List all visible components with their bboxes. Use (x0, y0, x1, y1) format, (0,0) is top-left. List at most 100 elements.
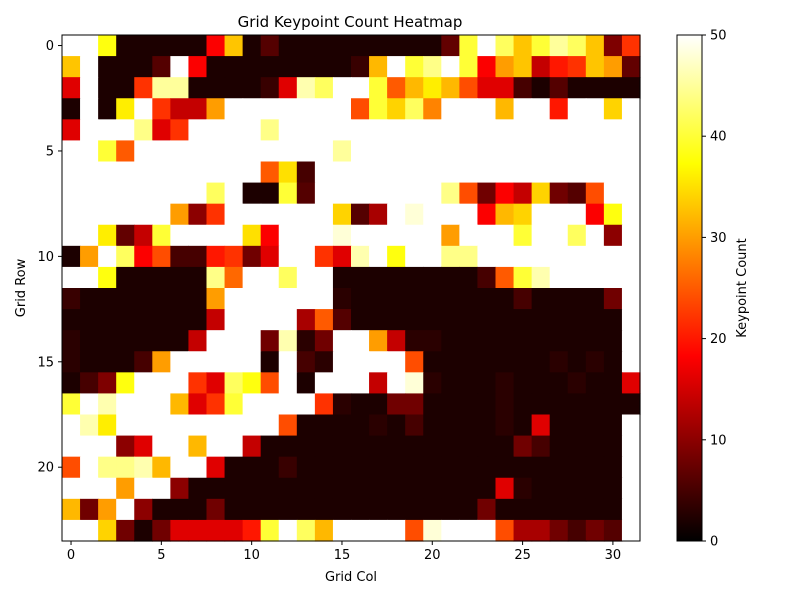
heatmap-cell (314, 245, 334, 268)
heatmap-cell (332, 456, 352, 479)
heatmap-cell (62, 372, 81, 395)
heatmap-cell (80, 309, 99, 331)
heatmap-cell (621, 98, 641, 120)
heatmap-cell (513, 77, 533, 99)
heatmap-cell (369, 56, 388, 78)
heatmap-cells (62, 35, 641, 542)
heatmap-cell (441, 309, 460, 331)
heatmap-cell (80, 435, 99, 458)
heatmap-cell (405, 393, 424, 416)
heatmap-cell (98, 351, 117, 373)
heatmap-cell (585, 309, 605, 331)
heatmap-cell (170, 435, 190, 458)
heatmap-cell (513, 393, 533, 416)
heatmap-cell (405, 435, 424, 458)
heatmap-cell (80, 77, 99, 99)
heatmap-cell (477, 414, 497, 437)
heatmap-cell (369, 519, 388, 542)
heatmap-cell (423, 245, 442, 268)
heatmap-cell (477, 224, 497, 247)
heatmap-cell (441, 77, 460, 99)
heatmap-cell (495, 309, 515, 331)
heatmap-cell (405, 98, 424, 120)
heatmap-cell (423, 98, 442, 120)
heatmap-cell (405, 203, 424, 226)
heatmap-cell (477, 351, 497, 373)
heatmap-cell (152, 435, 171, 458)
heatmap-cell (495, 477, 515, 500)
heatmap-cell (242, 161, 262, 184)
heatmap-cell (260, 288, 280, 310)
heatmap-cell (152, 224, 171, 247)
heatmap-cell (405, 414, 424, 437)
heatmap-cell (405, 498, 424, 521)
heatmap-cell (206, 435, 226, 458)
heatmap-cell (369, 414, 388, 437)
heatmap-cell (423, 56, 442, 78)
heatmap-cell (170, 245, 190, 268)
heatmap-cell (260, 266, 280, 289)
heatmap-cell (441, 35, 460, 57)
heatmap-cell (477, 477, 497, 500)
heatmap-cell (80, 330, 99, 352)
heatmap-cell (134, 498, 153, 521)
heatmap-cell (80, 266, 99, 289)
heatmap-cell (80, 119, 99, 142)
heatmap-cell (549, 498, 569, 521)
heatmap-cell (459, 309, 479, 331)
heatmap-cell (423, 309, 442, 331)
heatmap-cell (170, 56, 190, 78)
heatmap-cell (567, 351, 587, 373)
heatmap-cell (62, 456, 81, 479)
heatmap-cell (441, 372, 460, 395)
colorbar-tick-label: 30 (710, 231, 727, 246)
heatmap-cell (387, 140, 406, 163)
heatmap-cell (296, 224, 316, 247)
heatmap-cell (152, 414, 171, 437)
heatmap-cell (531, 161, 551, 184)
heatmap-cell (585, 245, 605, 268)
x-axis-title: Grid Col (325, 570, 377, 585)
heatmap-cell (549, 140, 569, 163)
heatmap-cell (170, 372, 190, 395)
heatmap-cell (585, 98, 605, 120)
heatmap-cell (278, 56, 298, 78)
heatmap-cell (603, 435, 623, 458)
heatmap-cell (98, 330, 117, 352)
heatmap-cell (242, 119, 262, 142)
heatmap-cell (531, 119, 551, 142)
heatmap-cell (188, 456, 208, 479)
heatmap-cell (369, 393, 388, 416)
heatmap-cell (98, 35, 117, 57)
heatmap-cell (98, 140, 117, 163)
heatmap-cell (567, 288, 587, 310)
heatmap-cell (495, 435, 515, 458)
heatmap-cell (495, 224, 515, 247)
heatmap-cell (477, 393, 497, 416)
heatmap-cell (80, 182, 99, 205)
heatmap-cell (242, 203, 262, 226)
heatmap-cell (585, 330, 605, 352)
heatmap-cell (423, 77, 442, 99)
heatmap-cell (387, 56, 406, 78)
heatmap-cell (603, 119, 623, 142)
heatmap-cell (314, 224, 334, 247)
heatmap-cell (603, 498, 623, 521)
heatmap-cell (296, 288, 316, 310)
heatmap-cell (405, 351, 424, 373)
y-tick-label: 0 (46, 39, 54, 54)
heatmap-cell (351, 224, 370, 247)
heatmap-cell (98, 56, 117, 78)
heatmap-cell (242, 477, 262, 500)
heatmap-cell (513, 203, 533, 226)
heatmap-cell (278, 309, 298, 331)
heatmap-cell (116, 182, 135, 205)
heatmap-cell (206, 266, 226, 289)
heatmap-cell (80, 477, 99, 500)
heatmap-cell (405, 161, 424, 184)
heatmap-cell (224, 435, 244, 458)
heatmap-cell (134, 161, 153, 184)
heatmap-cell (278, 477, 298, 500)
heatmap-cell (477, 56, 497, 78)
heatmap-cell (369, 435, 388, 458)
